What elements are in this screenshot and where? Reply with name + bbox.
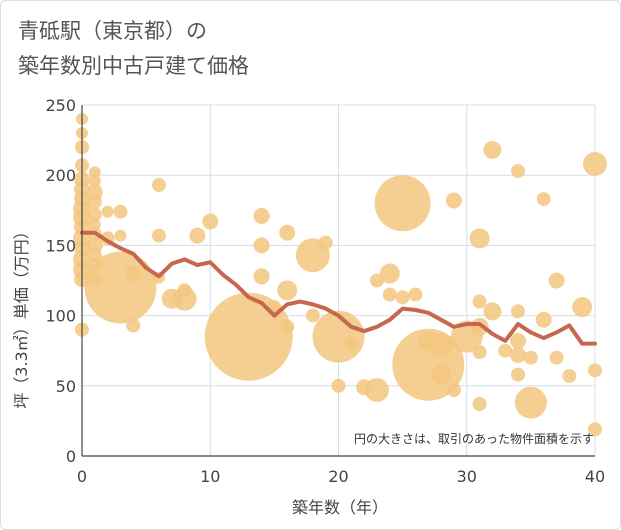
data-bubble [511,163,526,178]
y-axis-title: 坪（3.3㎡）単価（万円） [12,223,31,408]
data-bubble [535,311,552,328]
data-bubble [511,304,526,319]
trend-line-layer [80,230,597,346]
x-tick-label: 0 [77,467,87,486]
data-bubble [88,174,101,187]
y-tick-label: 50 [56,377,76,396]
data-bubble [318,235,333,250]
data-bubble [86,237,103,254]
y-tick-label: 250 [45,96,76,115]
data-bubble [483,140,502,159]
data-bubble [431,364,452,385]
data-bubble [395,290,410,305]
data-bubble [88,166,101,179]
data-bubble [483,302,502,321]
data-bubble [277,280,298,301]
data-bubble [429,333,454,358]
data-bubble [151,178,166,193]
data-bubble [562,368,577,383]
data-bubble [331,378,346,393]
data-bubble [279,224,296,241]
data-bubble [253,237,270,254]
chart-title-line1: 青砥駅（東京都）の [18,19,207,43]
data-bubble [510,346,527,363]
data-bubble [548,272,565,289]
y-tick-label: 0 [66,447,76,466]
data-bubble [510,332,527,349]
data-bubble [472,294,487,309]
data-bubble [549,350,564,365]
data-bubble [305,308,320,323]
data-bubble [177,283,192,298]
data-bubble [87,194,102,209]
data-bubble [374,175,431,232]
chart-title: 青砥駅（東京都）の 築年数別中古戸建て価格 [18,14,249,84]
data-bubble [469,228,490,249]
y-tick-label: 100 [45,307,76,326]
data-bubble [86,184,103,201]
data-bubble [253,207,270,224]
data-bubble [344,336,359,351]
y-tick-label: 150 [45,236,76,255]
axes: 0 10 20 30 40 0 50 100 150 200 250 [45,96,605,486]
data-bubble [113,204,128,219]
data-bubble [379,263,400,284]
x-tick-label: 20 [328,467,348,486]
data-bubble [445,192,462,209]
data-bubble [151,228,166,243]
data-bubble [101,205,114,218]
data-bubble [382,287,397,302]
data-bubble [87,248,102,263]
data-bubble [88,218,101,231]
data-bubble [583,151,607,176]
data-bubble [514,386,547,419]
data-bubble [125,265,142,282]
data-bubble [523,350,538,365]
data-bubble [472,397,487,412]
bubble-size-note: 円の大きさは、取引のあった物件面積を示す [354,431,594,446]
data-bubble [588,363,602,378]
data-bubble [511,367,526,382]
data-bubble [364,378,389,403]
data-bubble [189,227,206,244]
x-tick-label: 40 [585,467,605,486]
data-bubble [87,207,102,222]
x-tick-label: 10 [200,467,220,486]
data-bubble [202,213,219,230]
data-bubble [446,383,461,398]
average-price-line [80,230,597,346]
x-axis-title: 築年数（年） [292,498,388,517]
data-bubble [408,287,423,302]
data-bubble [126,318,141,333]
data-bubble [280,319,295,334]
data-bubble [312,310,365,363]
data-bubble [84,251,157,324]
data-bubble [472,345,487,360]
data-bubble [498,343,513,358]
chart-title-line2: 築年数別中古戸建て価格 [18,54,249,78]
data-bubble [536,192,551,207]
y-tick-label: 200 [45,166,76,185]
data-bubble [572,297,593,318]
x-tick-label: 30 [457,467,477,486]
data-bubble [114,229,127,242]
data-bubble [588,422,602,437]
data-bubble [253,268,270,285]
